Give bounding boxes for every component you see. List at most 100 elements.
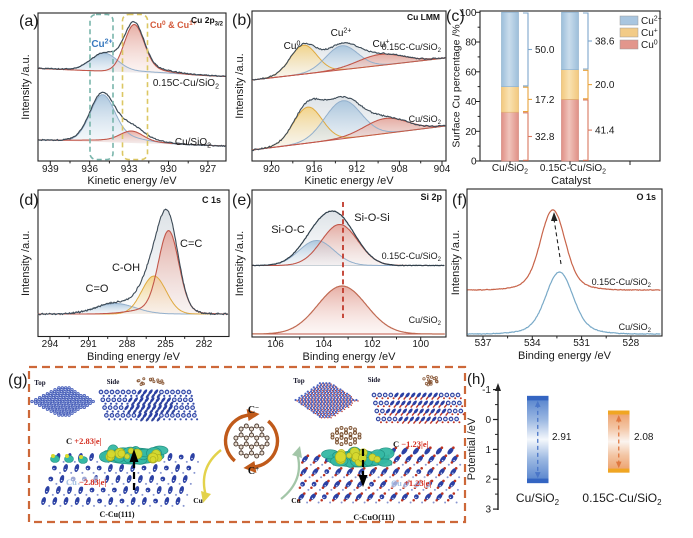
svg-text:60: 60 (465, 67, 477, 78)
svg-text:Cu+: Cu+ (641, 28, 658, 40)
svg-text:Cu0: Cu0 (284, 41, 301, 53)
svg-text:C-CuO(111): C-CuO(111) (353, 513, 395, 522)
svg-text:Kinetic energy /eV: Kinetic energy /eV (87, 175, 177, 187)
svg-text:Catalyst: Catalyst (551, 175, 591, 187)
svg-text:C −1.23|e|: C −1.23|e| (393, 439, 429, 449)
svg-text:0: 0 (485, 415, 491, 426)
svg-text:Si-O-C: Si-O-C (271, 224, 305, 236)
svg-text:1: 1 (485, 445, 491, 456)
svg-text:537: 537 (475, 338, 492, 349)
svg-text:Si 2p: Si 2p (420, 192, 442, 202)
svg-text:20: 20 (465, 127, 477, 138)
svg-text:Intensity /a.u.: Intensity /a.u. (20, 54, 32, 119)
svg-text:Side: Side (368, 376, 381, 384)
svg-text:Cu+: Cu+ (373, 39, 390, 51)
svg-text:0.15C-Cu/SiO2: 0.15C-Cu/SiO2 (540, 163, 606, 176)
svg-text:Top: Top (34, 379, 46, 387)
svg-text:(h): (h) (467, 371, 485, 388)
svg-text:104: 104 (316, 339, 333, 350)
svg-text:Cu/SiO2: Cu/SiO2 (409, 315, 442, 327)
svg-text:Cu2+: Cu2+ (91, 39, 112, 51)
svg-text:38.6: 38.6 (595, 36, 615, 47)
svg-text:20.0: 20.0 (595, 80, 615, 91)
svg-text:(b): (b) (232, 12, 252, 29)
svg-text:285: 285 (157, 339, 174, 350)
svg-text:(a): (a) (19, 13, 39, 30)
svg-text:2.91: 2.91 (552, 432, 572, 443)
svg-text:0.15C-Cu/SiO2: 0.15C-Cu/SiO2 (153, 78, 219, 91)
svg-text:Intensity /a.u.: Intensity /a.u. (234, 231, 246, 296)
svg-text:Cu LMM: Cu LMM (407, 12, 440, 22)
svg-text:C-OH: C-OH (112, 262, 140, 274)
svg-text:(d): (d) (19, 192, 39, 209)
svg-text:288: 288 (119, 339, 136, 350)
svg-text:Side: Side (107, 378, 120, 386)
svg-text:(c): (c) (446, 8, 465, 25)
svg-text:C+: C+ (248, 465, 259, 477)
svg-text:Cu/SiO2: Cu/SiO2 (409, 114, 442, 126)
svg-text:Cu/SiO2: Cu/SiO2 (492, 163, 528, 176)
svg-text:531: 531 (573, 338, 590, 349)
svg-text:-1: -1 (482, 385, 491, 396)
svg-text:933: 933 (121, 164, 138, 175)
svg-text:Cu/SiO2: Cu/SiO2 (516, 491, 560, 507)
svg-text:Binding energy /eV: Binding energy /eV (303, 351, 397, 363)
svg-text:534: 534 (524, 338, 541, 349)
svg-text:0.15C-Cu/SiO2: 0.15C-Cu/SiO2 (382, 42, 442, 54)
svg-text:Cu +1.23|e|: Cu +1.23|e| (391, 478, 431, 488)
svg-text:(g): (g) (8, 372, 28, 389)
svg-text:Cu0: Cu0 (641, 40, 658, 52)
svg-text:(f): (f) (452, 192, 467, 209)
svg-text:80: 80 (465, 38, 477, 49)
svg-text:C-Cu(111): C-Cu(111) (99, 510, 134, 519)
svg-text:904: 904 (434, 164, 451, 175)
svg-text:916: 916 (306, 164, 323, 175)
svg-text:Cu2+: Cu2+ (331, 28, 352, 40)
svg-text:106: 106 (267, 339, 284, 350)
svg-text:Cu: Cu (291, 496, 301, 505)
svg-text:528: 528 (623, 338, 640, 349)
svg-text:294: 294 (42, 339, 59, 350)
svg-text:908: 908 (391, 164, 408, 175)
svg-text:Si-O-Si: Si-O-Si (354, 212, 389, 224)
svg-text:Kinetic energy /eV: Kinetic energy /eV (304, 175, 394, 187)
svg-text:0: 0 (471, 157, 477, 168)
svg-text:Binding energy /eV: Binding energy /eV (87, 351, 181, 363)
svg-text:40: 40 (465, 97, 477, 108)
svg-text:32.8: 32.8 (535, 132, 555, 143)
svg-text:C−: C− (248, 404, 259, 416)
svg-text:102: 102 (364, 339, 381, 350)
svg-text:0.15C-Cu/SiO2: 0.15C-Cu/SiO2 (382, 251, 442, 263)
svg-text:0.15C-Cu/SiO2: 0.15C-Cu/SiO2 (582, 491, 662, 507)
svg-text:2: 2 (485, 475, 491, 486)
svg-text:0.15C-Cu/SiO2: 0.15C-Cu/SiO2 (592, 277, 652, 289)
svg-text:927: 927 (200, 164, 217, 175)
svg-text:100: 100 (460, 8, 477, 19)
svg-text:C +2.83|e|: C +2.83|e| (66, 436, 102, 446)
svg-text:Potential /eV: Potential /eV (466, 417, 478, 480)
svg-text:41.4: 41.4 (595, 126, 615, 137)
svg-text:17.2: 17.2 (535, 95, 555, 106)
svg-text:Cu: Cu (193, 496, 203, 505)
svg-text:C=C: C=C (180, 238, 202, 250)
svg-text:920: 920 (263, 164, 280, 175)
svg-text:Top: Top (293, 377, 305, 385)
svg-text:Cu0 & Cu1+: Cu0 & Cu1+ (150, 20, 197, 30)
svg-text:2.08: 2.08 (634, 432, 654, 443)
svg-text:291: 291 (80, 339, 97, 350)
svg-text:Intensity /a.u.: Intensity /a.u. (450, 230, 462, 295)
svg-text:Cu2+: Cu2+ (641, 16, 662, 28)
svg-text:Cu −2.83|e|: Cu −2.83|e| (66, 477, 106, 487)
svg-text:(e): (e) (232, 192, 252, 209)
svg-text:C=O: C=O (86, 283, 109, 295)
svg-text:930: 930 (160, 164, 177, 175)
svg-text:O 1s: O 1s (636, 192, 656, 202)
svg-text:Binding energy /eV: Binding energy /eV (518, 350, 612, 362)
svg-text:Cu/SiO2: Cu/SiO2 (619, 322, 652, 334)
svg-text:939: 939 (42, 164, 59, 175)
svg-text:C 1s: C 1s (202, 195, 221, 205)
svg-text:Surface Cu percentage /%: Surface Cu percentage /% (451, 24, 463, 147)
svg-text:100: 100 (412, 339, 429, 350)
svg-text:282: 282 (196, 339, 213, 350)
svg-text:Intensity /a.u.: Intensity /a.u. (20, 231, 32, 296)
